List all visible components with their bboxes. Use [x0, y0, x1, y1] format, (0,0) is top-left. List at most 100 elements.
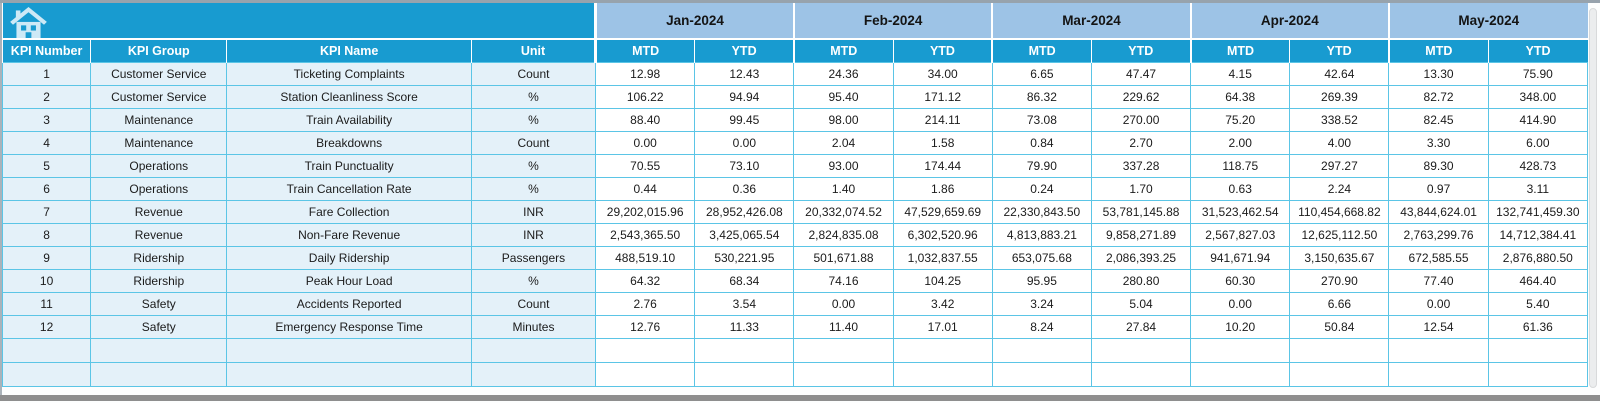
value-cell[interactable]: 106.22	[595, 84, 696, 109]
value-cell[interactable]: 337.28	[1090, 153, 1192, 178]
kpi-group-cell[interactable]: Revenue	[90, 199, 228, 224]
kpi-number-cell[interactable]: 9	[1, 245, 92, 270]
value-cell[interactable]: 77.40	[1388, 268, 1489, 293]
empty-cell[interactable]	[892, 361, 993, 387]
value-cell[interactable]: 488,519.10	[595, 245, 696, 270]
value-cell[interactable]: 5.40	[1487, 291, 1589, 316]
value-cell[interactable]: 214.11	[892, 107, 993, 132]
vertical-scrollbar[interactable]	[1589, 8, 1597, 388]
kpi-group-cell[interactable]: Operations	[90, 153, 228, 178]
month-header-may-2024[interactable]: May-2024	[1387, 3, 1588, 40]
value-cell[interactable]: 2.04	[793, 130, 894, 155]
value-cell[interactable]: 11.40	[793, 314, 894, 339]
value-cell[interactable]: 428.73	[1487, 153, 1589, 178]
value-cell[interactable]: 414.90	[1487, 107, 1589, 132]
kpi-number-cell[interactable]: 8	[1, 222, 92, 247]
empty-cell[interactable]	[595, 361, 696, 387]
kpi-number-cell[interactable]: 12	[1, 314, 92, 339]
column-header-kpi-group[interactable]: KPI Group	[90, 39, 227, 62]
value-cell[interactable]: 12,625,112.50	[1289, 222, 1390, 247]
value-cell[interactable]: 270.00	[1090, 107, 1192, 132]
value-cell[interactable]: 3.54	[694, 291, 795, 316]
value-cell[interactable]: 1.40	[793, 176, 894, 201]
column-header-ytd[interactable]: YTD	[892, 39, 993, 62]
value-cell[interactable]: 43,844,624.01	[1388, 199, 1489, 224]
value-cell[interactable]: 6.65	[991, 61, 1092, 86]
kpi-name-cell[interactable]: Ticketing Complaints	[226, 61, 472, 86]
value-cell[interactable]: 73.10	[694, 153, 795, 178]
value-cell[interactable]: 6.00	[1487, 130, 1589, 155]
value-cell[interactable]: 28,952,426.08	[694, 199, 795, 224]
empty-cell[interactable]	[470, 337, 597, 363]
empty-cell[interactable]	[793, 337, 894, 363]
value-cell[interactable]: 0.44	[595, 176, 696, 201]
column-header-ytd[interactable]: YTD	[1090, 39, 1191, 62]
unit-cell[interactable]: INR	[470, 222, 597, 247]
kpi-group-cell[interactable]: Ridership	[90, 268, 228, 293]
value-cell[interactable]: 79.90	[991, 153, 1092, 178]
value-cell[interactable]: 14,712,384.41	[1487, 222, 1589, 247]
value-cell[interactable]: 2,763,299.76	[1388, 222, 1489, 247]
empty-cell[interactable]	[991, 337, 1092, 363]
empty-cell[interactable]	[90, 361, 228, 387]
empty-cell[interactable]	[1, 337, 92, 363]
value-cell[interactable]: 47.47	[1090, 61, 1192, 86]
value-cell[interactable]: 348.00	[1487, 84, 1589, 109]
unit-cell[interactable]: Count	[470, 130, 597, 155]
kpi-number-cell[interactable]: 4	[1, 130, 92, 155]
value-cell[interactable]: 270.90	[1289, 268, 1390, 293]
unit-cell[interactable]: %	[470, 84, 597, 109]
value-cell[interactable]: 1.86	[892, 176, 993, 201]
column-header-unit[interactable]: Unit	[470, 39, 596, 62]
kpi-number-cell[interactable]: 7	[1, 199, 92, 224]
empty-cell[interactable]	[595, 337, 696, 363]
column-header-mtd[interactable]: MTD	[1189, 39, 1290, 62]
value-cell[interactable]: 61.36	[1487, 314, 1589, 339]
value-cell[interactable]: 75.20	[1190, 107, 1291, 132]
kpi-group-cell[interactable]: Operations	[90, 176, 228, 201]
value-cell[interactable]: 0.84	[991, 130, 1092, 155]
unit-cell[interactable]: %	[470, 107, 597, 132]
value-cell[interactable]: 6,302,520.96	[892, 222, 993, 247]
value-cell[interactable]: 338.52	[1289, 107, 1390, 132]
value-cell[interactable]: 171.12	[892, 84, 993, 109]
value-cell[interactable]: 4.00	[1289, 130, 1390, 155]
empty-cell[interactable]	[1487, 361, 1589, 387]
value-cell[interactable]: 672,585.55	[1388, 245, 1489, 270]
kpi-group-cell[interactable]: Ridership	[90, 245, 228, 270]
kpi-number-cell[interactable]: 2	[1, 84, 92, 109]
empty-cell[interactable]	[226, 361, 472, 387]
unit-cell[interactable]: %	[470, 176, 597, 201]
empty-cell[interactable]	[90, 337, 228, 363]
kpi-number-cell[interactable]: 6	[1, 176, 92, 201]
value-cell[interactable]: 64.38	[1190, 84, 1291, 109]
value-cell[interactable]: 9,858,271.89	[1090, 222, 1192, 247]
column-header-ytd[interactable]: YTD	[694, 39, 794, 62]
value-cell[interactable]: 118.75	[1190, 153, 1291, 178]
value-cell[interactable]: 12.43	[694, 61, 795, 86]
value-cell[interactable]: 24.36	[793, 61, 894, 86]
kpi-number-cell[interactable]: 3	[1, 107, 92, 132]
value-cell[interactable]: 2.24	[1289, 176, 1390, 201]
value-cell[interactable]: 229.62	[1090, 84, 1192, 109]
kpi-group-cell[interactable]: Safety	[90, 314, 228, 339]
column-header-mtd[interactable]: MTD	[792, 39, 894, 62]
column-header-kpi-number[interactable]: KPI Number	[1, 39, 91, 62]
value-cell[interactable]: 941,671.94	[1190, 245, 1291, 270]
kpi-number-cell[interactable]: 10	[1, 268, 92, 293]
value-cell[interactable]: 280.80	[1090, 268, 1192, 293]
value-cell[interactable]: 89.30	[1388, 153, 1489, 178]
value-cell[interactable]: 60.30	[1190, 268, 1291, 293]
value-cell[interactable]: 501,671.88	[793, 245, 894, 270]
value-cell[interactable]: 6.66	[1289, 291, 1390, 316]
unit-cell[interactable]: %	[470, 268, 597, 293]
value-cell[interactable]: 5.04	[1090, 291, 1192, 316]
column-header-mtd[interactable]: MTD	[991, 39, 1092, 62]
value-cell[interactable]: 0.00	[595, 130, 696, 155]
kpi-name-cell[interactable]: Train Punctuality	[226, 153, 472, 178]
value-cell[interactable]: 82.45	[1388, 107, 1489, 132]
value-cell[interactable]: 3.42	[892, 291, 993, 316]
empty-cell[interactable]	[1090, 337, 1192, 363]
value-cell[interactable]: 3,150,635.67	[1289, 245, 1390, 270]
value-cell[interactable]: 4.15	[1190, 61, 1291, 86]
